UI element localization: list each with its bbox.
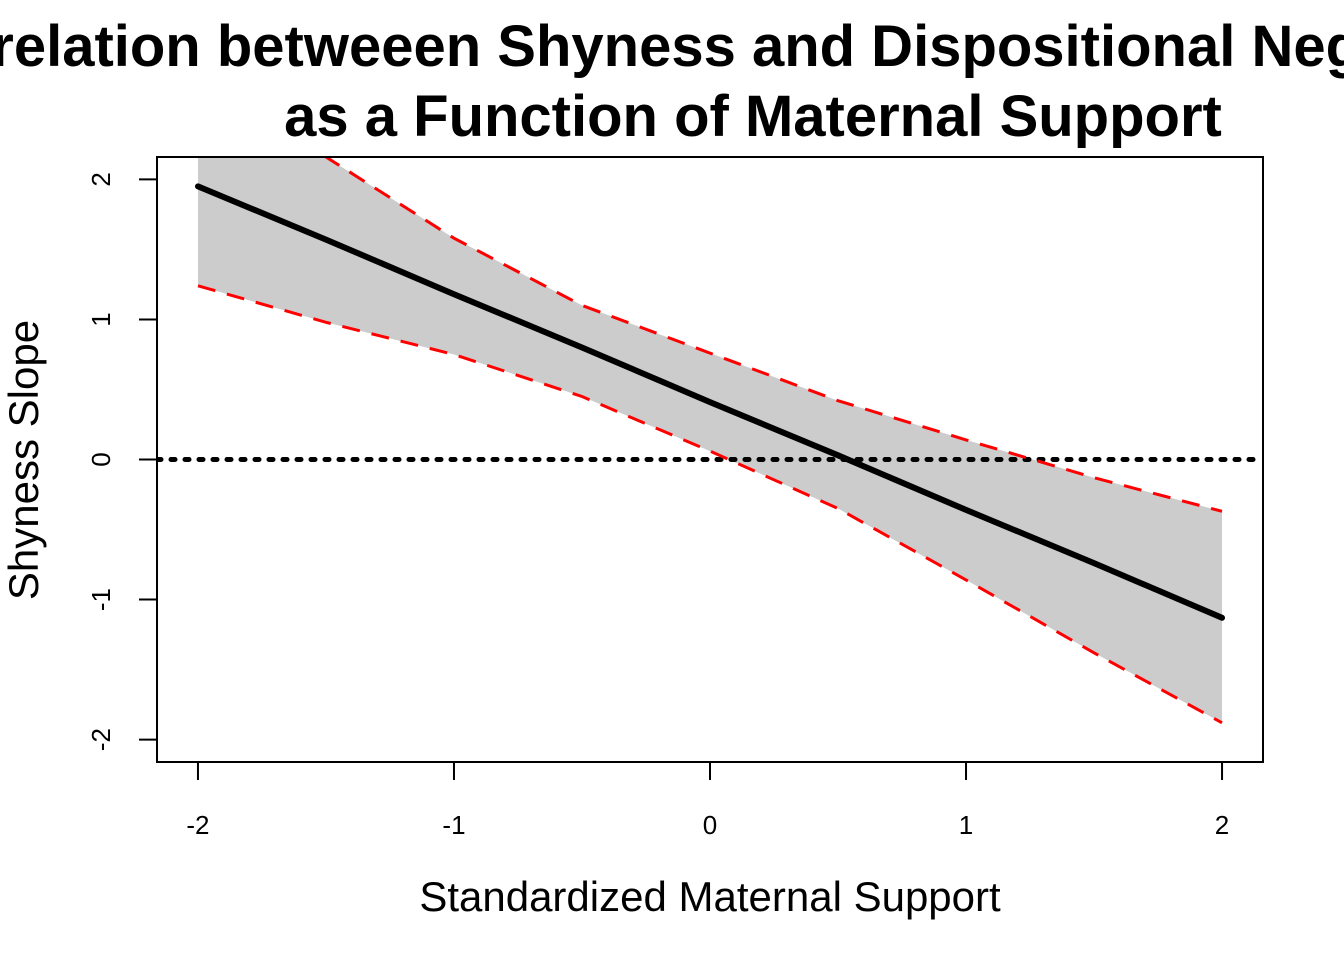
x-tick-label: 0 <box>703 810 717 840</box>
y-tick-label: -1 <box>86 588 116 611</box>
x-tick-label: 1 <box>959 810 973 840</box>
slope-estimate-line <box>195 183 1225 621</box>
chart-title-line-1: Correlation betweeen Shyness and Disposi… <box>0 14 1344 79</box>
y-tick-label: 2 <box>86 172 116 186</box>
y-tick-label: 0 <box>86 452 116 466</box>
upper-bound-line <box>323 157 1223 513</box>
y-axis-title: Shyness Slope <box>0 320 47 600</box>
confidence-band <box>198 157 1222 723</box>
plot-region <box>157 157 1263 725</box>
x-tick-label: -2 <box>186 810 209 840</box>
x-tick-label: -1 <box>442 810 465 840</box>
x-tick-label: 2 <box>1215 810 1229 840</box>
axes: -2 -1 0 1 2 -2 -1 0 1 2 <box>86 172 1229 840</box>
chart-title-line-2: as a Function of Maternal Support <box>284 84 1222 149</box>
y-tick-label: -2 <box>86 728 116 751</box>
x-axis-title: Standardized Maternal Support <box>419 873 1001 920</box>
y-tick-label: 1 <box>86 312 116 326</box>
